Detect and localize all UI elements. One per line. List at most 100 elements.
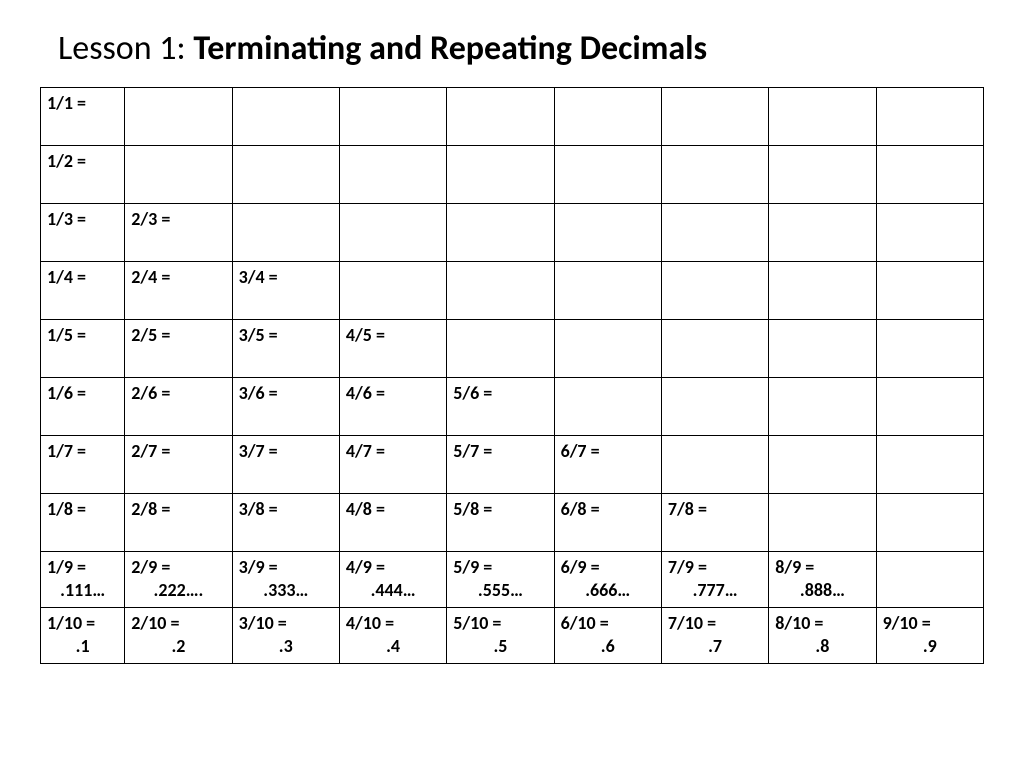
fraction-label: 3/8 = xyxy=(239,498,333,521)
table-cell: 3/10 =.3 xyxy=(232,607,339,663)
decimal-value: .444… xyxy=(346,579,440,602)
table-cell xyxy=(447,204,554,262)
fraction-label: 4/6 = xyxy=(346,382,440,405)
fraction-label: 3/7 = xyxy=(239,440,333,463)
fraction-label: 1/8 = xyxy=(47,498,118,521)
table-cell xyxy=(876,146,983,204)
table-cell xyxy=(447,146,554,204)
table-cell xyxy=(339,262,446,320)
table-cell: 4/8 = xyxy=(339,494,446,552)
table-cell: 4/7 = xyxy=(339,436,446,494)
table-row: 1/2 = xyxy=(41,146,984,204)
fraction-label: 2/10 = xyxy=(131,612,225,635)
fraction-table: 1/1 =1/2 =1/3 = 2/3 = 1/4 = 2/4 = 3/4 = 1/5 =… xyxy=(40,87,984,664)
table-cell: 3/4 = xyxy=(232,262,339,320)
table-cell: 7/10 =.7 xyxy=(661,607,768,663)
table-cell: 8/10 =.8 xyxy=(769,607,876,663)
fraction-label: 3/10 = xyxy=(239,612,333,635)
fraction-label: 3/9 = xyxy=(239,556,333,579)
decimal-value: .1 xyxy=(47,635,118,658)
fraction-label: 6/9 = xyxy=(561,556,655,579)
table-cell xyxy=(661,378,768,436)
fraction-label: 3/6 = xyxy=(239,382,333,405)
table-cell: 1/4 = xyxy=(41,262,125,320)
fraction-label: 8/10 = xyxy=(775,612,869,635)
fraction-label: 2/5 = xyxy=(131,324,225,347)
fraction-label: 2/6 = xyxy=(131,382,225,405)
fraction-label: 3/5 = xyxy=(239,324,333,347)
decimal-value: .111… xyxy=(47,579,118,602)
table-cell xyxy=(554,320,661,378)
table-cell xyxy=(232,88,339,146)
fraction-label: 1/9 = xyxy=(47,556,118,579)
fraction-label: 6/10 = xyxy=(561,612,655,635)
fraction-label: 1/4 = xyxy=(47,266,118,289)
fraction-label: 5/9 = xyxy=(453,556,547,579)
decimal-value: .888… xyxy=(775,579,869,602)
fraction-label: 4/5 = xyxy=(346,324,440,347)
fraction-label: 2/3 = xyxy=(131,208,225,231)
table-cell xyxy=(769,494,876,552)
table-cell xyxy=(232,204,339,262)
fraction-label: 5/8 = xyxy=(453,498,547,521)
decimal-value: .9 xyxy=(883,635,977,658)
table-cell: 4/10 =.4 xyxy=(339,607,446,663)
table-cell xyxy=(554,262,661,320)
fraction-label: 3/4 = xyxy=(239,266,333,289)
table-cell xyxy=(769,436,876,494)
decimal-value: .8 xyxy=(775,635,869,658)
table-cell: 3/7 = xyxy=(232,436,339,494)
fraction-label: 6/8 = xyxy=(561,498,655,521)
decimal-value: .4 xyxy=(346,635,440,658)
table-cell: 5/6 = xyxy=(447,378,554,436)
fraction-table-body: 1/1 =1/2 =1/3 = 2/3 = 1/4 = 2/4 = 3/4 = 1/5 =… xyxy=(41,88,984,664)
fraction-label: 7/9 = xyxy=(668,556,762,579)
fraction-label: 4/7 = xyxy=(346,440,440,463)
fraction-label: 9/10 = xyxy=(883,612,977,635)
table-cell: 2/4 = xyxy=(125,262,232,320)
fraction-label: 1/10 = xyxy=(47,612,118,635)
table-cell: 2/3 = xyxy=(125,204,232,262)
table-row: 1/7 =2/7 =3/7 =4/7 =5/7 =6/7 = xyxy=(41,436,984,494)
fraction-label: 6/7 = xyxy=(561,440,655,463)
table-cell: 3/9 =.333… xyxy=(232,552,339,608)
table-cell xyxy=(876,552,983,608)
table-cell: 6/8 = xyxy=(554,494,661,552)
table-cell: 5/7 = xyxy=(447,436,554,494)
fraction-label: 1/6 = xyxy=(47,382,118,405)
fraction-label: 7/8 = xyxy=(668,498,762,521)
table-cell xyxy=(554,204,661,262)
table-cell: 3/6 = xyxy=(232,378,339,436)
table-cell xyxy=(876,204,983,262)
table-cell: 5/10 =.5 xyxy=(447,607,554,663)
fraction-label: 2/9 = xyxy=(131,556,225,579)
table-cell: 1/3 = xyxy=(41,204,125,262)
table-cell: 1/9 =.111… xyxy=(41,552,125,608)
table-cell xyxy=(447,262,554,320)
table-cell: 2/9 =.222…. xyxy=(125,552,232,608)
table-cell xyxy=(876,320,983,378)
fraction-label: 5/10 = xyxy=(453,612,547,635)
decimal-value: .6 xyxy=(561,635,655,658)
table-row: 1/4 = 2/4 = 3/4 = xyxy=(41,262,984,320)
table-cell xyxy=(447,88,554,146)
table-cell xyxy=(876,88,983,146)
table-cell xyxy=(661,320,768,378)
table-cell xyxy=(554,88,661,146)
fraction-label: 2/7 = xyxy=(131,440,225,463)
fraction-label: 5/7 = xyxy=(453,440,547,463)
table-row: 1/8 = 2/8 = 3/8 = 4/8 = 5/8 = 6/8 = 7/8 = xyxy=(41,494,984,552)
table-cell: 2/8 = xyxy=(125,494,232,552)
table-cell xyxy=(769,88,876,146)
table-cell: 1/5 = xyxy=(41,320,125,378)
table-cell: 7/9 =.777… xyxy=(661,552,768,608)
table-row: 1/10 =.1 2/10 =.2 3/10 =.34/10 =.45/10 =.5… xyxy=(41,607,984,663)
table-cell xyxy=(769,262,876,320)
table-cell: 1/10 =.1 xyxy=(41,607,125,663)
table-row: 1/9 =.111…2/9 =.222….3/9 =.333…4/9 =.444… xyxy=(41,552,984,608)
table-cell: 1/1 = xyxy=(41,88,125,146)
table-cell: 2/6 = xyxy=(125,378,232,436)
table-cell xyxy=(661,204,768,262)
decimal-value: .2 xyxy=(131,635,225,658)
table-cell xyxy=(661,146,768,204)
